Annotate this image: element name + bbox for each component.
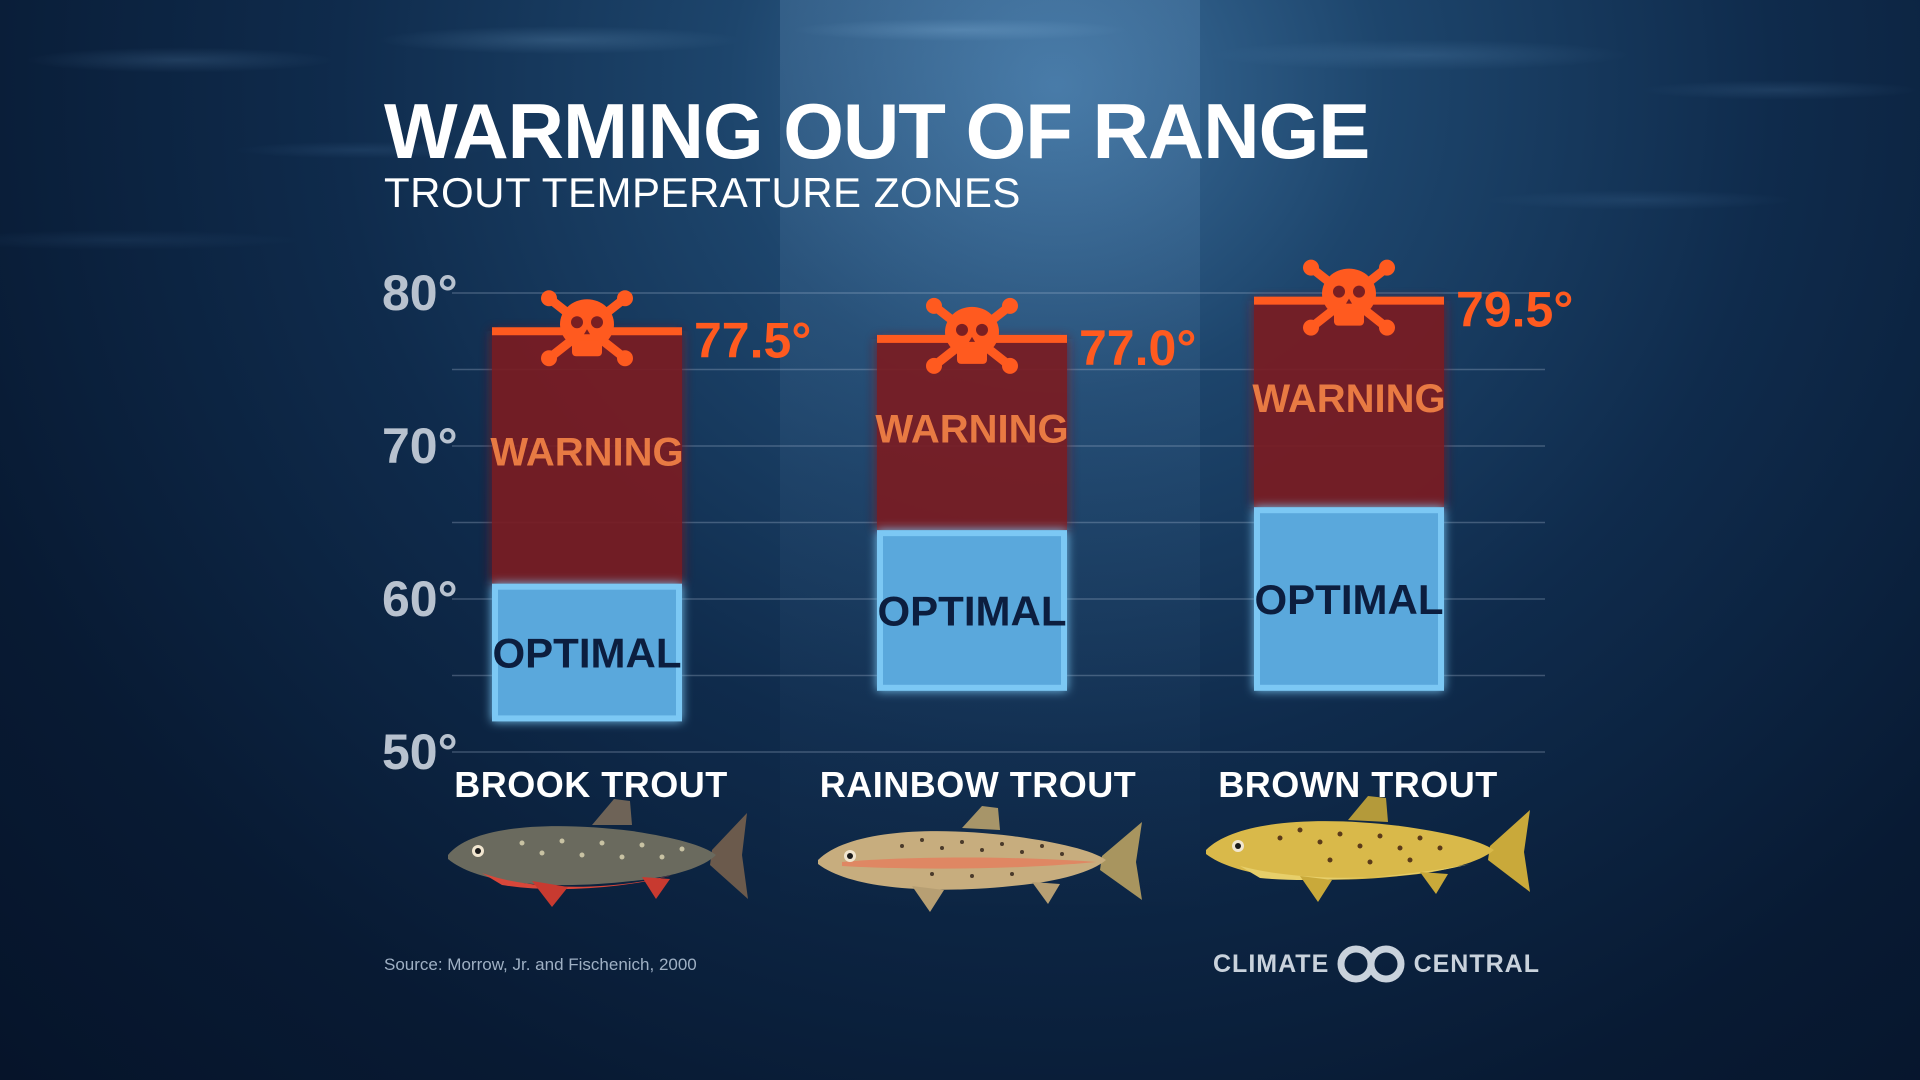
warning-zone-bar bbox=[1254, 300, 1444, 508]
y-tick-label: 50° bbox=[382, 724, 458, 780]
skull-crossbones-icon bbox=[1303, 259, 1395, 336]
fish-name-rainbow: RAINBOW TROUT bbox=[819, 764, 1137, 805]
logo-word-climate: CLIMATE bbox=[1213, 949, 1330, 978]
optimal-label: OPTIMAL bbox=[1255, 576, 1444, 623]
bar-group: WARNING OPTIMAL 77.5° bbox=[490, 290, 811, 722]
y-tick-label: 80° bbox=[382, 265, 458, 321]
logo-word-central: CENTRAL bbox=[1413, 949, 1540, 978]
optimal-zone-bar bbox=[877, 530, 1067, 691]
optimal-zone-bar bbox=[492, 583, 682, 722]
y-axis: 50° 60° 70° 80° bbox=[382, 265, 458, 780]
source-note: Source: Morrow, Jr. and Fischenich, 2000 bbox=[384, 955, 697, 974]
optimal-zone-bar bbox=[1254, 507, 1444, 691]
y-tick-label: 60° bbox=[382, 571, 458, 627]
chart-subtitle: TROUT TEMPERATURE ZONES bbox=[384, 169, 1021, 216]
fish-name-brown: BROWN TROUT bbox=[1218, 764, 1498, 805]
brown-trout-icon bbox=[1206, 796, 1530, 902]
bars: WARNINGOPTIMAL77.5°WARNINGOPTIMAL77.0°WA… bbox=[490, 259, 1573, 722]
warning-label: WARNING bbox=[1252, 377, 1445, 421]
lethal-value-label: 77.0° bbox=[1079, 320, 1196, 376]
brook-trout-icon bbox=[448, 799, 748, 907]
climate-central-logo: CLIMATE CENTRAL bbox=[1213, 942, 1540, 986]
bar-group: WARNING OPTIMAL 77.0° bbox=[875, 297, 1196, 691]
lethal-value-label: 79.5° bbox=[1456, 282, 1573, 338]
lethal-value-label: 77.5° bbox=[694, 312, 811, 368]
warning-label: WARNING bbox=[875, 408, 1068, 452]
optimal-label: OPTIMAL bbox=[878, 587, 1067, 634]
logo-mark-icon bbox=[1337, 945, 1405, 983]
warning-zone-bar bbox=[877, 338, 1067, 531]
rainbow-trout-icon bbox=[818, 806, 1142, 912]
skull-crossbones-icon bbox=[926, 297, 1018, 374]
optimal-label: OPTIMAL bbox=[493, 630, 682, 677]
chart-title: WARMING OUT OF RANGE bbox=[384, 87, 1370, 175]
y-tick-label: 70° bbox=[382, 418, 458, 474]
fish-name-brook: BROOK TROUT bbox=[454, 764, 728, 805]
skull-crossbones-icon bbox=[541, 290, 633, 367]
bar-group: WARNING OPTIMAL 79.5° bbox=[1252, 259, 1573, 691]
warning-zone-bar bbox=[492, 331, 682, 584]
warning-label: WARNING bbox=[490, 430, 683, 474]
